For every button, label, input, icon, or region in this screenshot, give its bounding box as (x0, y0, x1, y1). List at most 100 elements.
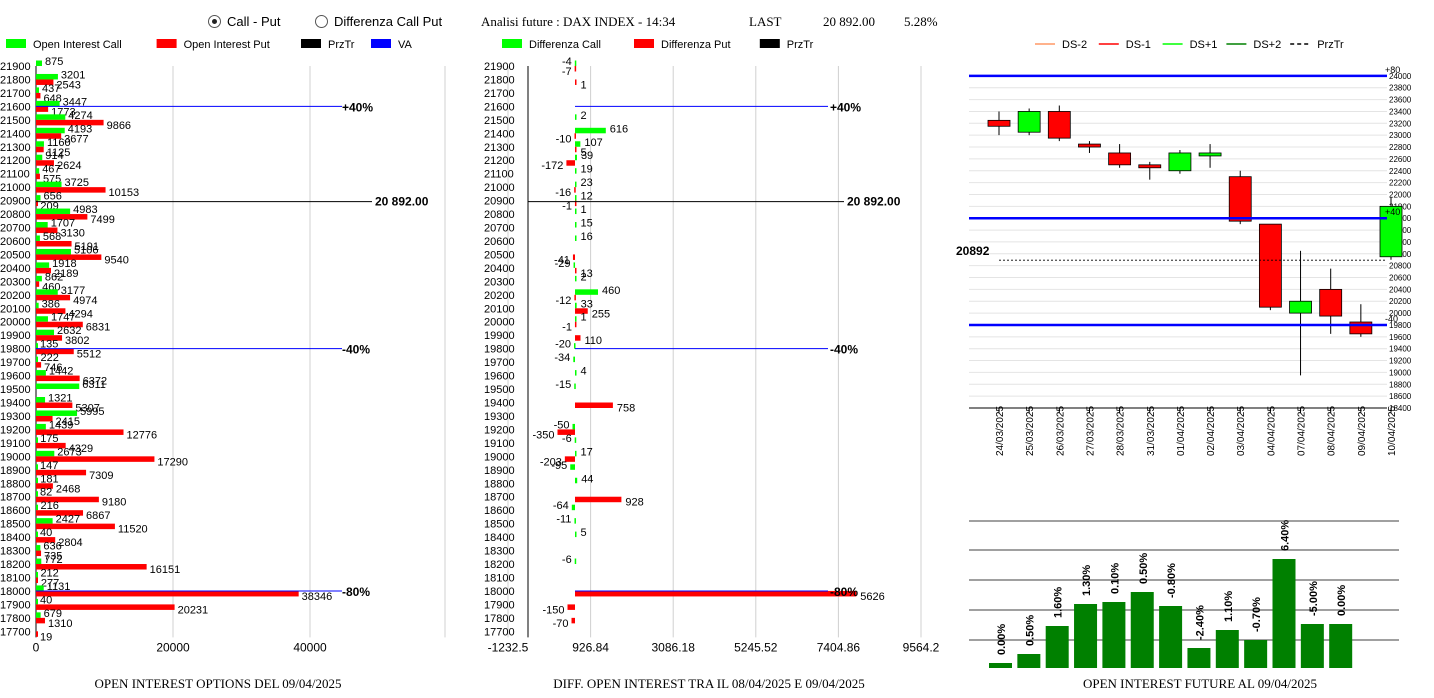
diff-call-label: -95 (551, 460, 567, 472)
candle-body (1319, 288, 1343, 317)
y-tick-label: 20300 (0, 276, 31, 288)
y-tick-label: 20000 (484, 317, 515, 329)
diff-call-bar (575, 302, 577, 309)
diff-put-bar (571, 617, 575, 624)
diff-call-bar (574, 383, 576, 390)
call-value-label: 175 (40, 433, 58, 445)
put-value-label: 2189 (54, 268, 78, 280)
call-bar (36, 397, 46, 403)
call-value-label: 5106 (74, 244, 98, 256)
diff-put-label: -16 (555, 187, 571, 199)
call-value-label: 1321 (48, 393, 72, 405)
diff-put-label: 758 (617, 403, 635, 415)
put-value-label: 6831 (86, 322, 110, 334)
put-value-label: 7309 (89, 470, 113, 482)
y-tick-label: 23000 (1389, 131, 1412, 140)
radio-call-put[interactable]: Call - Put (208, 14, 280, 29)
put-bar (36, 187, 106, 193)
call-bar (36, 73, 58, 80)
put-bar (36, 631, 38, 637)
put-bar (36, 321, 83, 328)
diff-call-bar (574, 343, 576, 349)
x-tick-label: 3086.18 (652, 640, 696, 654)
diff-call-bar (575, 195, 577, 201)
call-value-label: 2632 (57, 325, 81, 337)
diff-call-bar (575, 531, 577, 538)
call-bar (36, 168, 40, 174)
y-tick-label: 21100 (0, 169, 30, 181)
radio-differenza-label: Differenza Call Put (334, 14, 443, 29)
call-value-label: 3725 (65, 177, 89, 189)
x-tick-label: 07/04/2025 (1297, 406, 1308, 456)
y-tick-label: 20200 (0, 290, 31, 302)
y-tick-label: 23600 (1389, 96, 1412, 105)
y-tick-label: 19200 (0, 424, 31, 436)
put-value-label: 5307 (75, 403, 99, 415)
radio-differenza[interactable]: Differenza Call Put (315, 14, 442, 29)
call-value-label: 222 (41, 352, 59, 364)
put-bar (36, 308, 66, 314)
call-value-label: 2673 (57, 446, 81, 458)
diff-call-label: 5 (581, 527, 587, 539)
call-bar (36, 571, 38, 578)
call-bar (36, 464, 38, 470)
diff-call-label: 1 (581, 312, 587, 324)
diff-put-bar (557, 429, 575, 435)
legend-swatch (156, 39, 177, 48)
radio-selected-icon[interactable] (208, 15, 221, 28)
diff-call-label: -15 (555, 379, 571, 391)
va-label: +40% (830, 100, 861, 114)
call-value-label: 679 (44, 608, 62, 620)
diff-open-interest-chart: Differenza Call Differenza Put PrzTr -1232.… (484, 39, 940, 654)
put-bar (36, 590, 299, 597)
y-tick-label: 20100 (0, 303, 31, 315)
diff-call-bar (575, 370, 577, 376)
call-bar (36, 222, 48, 228)
put-bar (36, 510, 84, 516)
put-value-label: 10153 (109, 187, 140, 199)
put-value-label: 38346 (302, 591, 333, 603)
diff-put-label: 928 (625, 497, 643, 509)
y-tick-label: 19600 (0, 371, 31, 383)
legend-label: DS+1 (1190, 39, 1218, 51)
call-bar (36, 127, 65, 134)
x-tick-label: 7404.86 (817, 640, 861, 654)
call-bar (36, 329, 55, 336)
put-bar (36, 267, 51, 274)
y-tick-label: 18300 (0, 546, 31, 558)
future-bar (1074, 604, 1098, 668)
x-tick-label: 40000 (293, 640, 327, 654)
put-bar (36, 442, 66, 449)
diff-call-label: 1 (581, 204, 587, 216)
put-value-label: 9540 (104, 254, 128, 266)
call-bar (36, 558, 42, 565)
put-bar (36, 133, 62, 139)
legend-label: DS+2 (1253, 39, 1281, 51)
diff-call-label: 15 (581, 218, 593, 230)
diff-put-bar (575, 146, 577, 153)
call-value-label: 40 (40, 594, 52, 606)
diff-put-bar (575, 402, 613, 408)
legend-label: Open Interest Put (184, 39, 270, 51)
put-bar (36, 496, 99, 503)
put-bar (36, 564, 147, 570)
future-value-label: -0.70% (1251, 597, 1263, 632)
diff-call-bar (575, 235, 577, 241)
y-tick-label: 19000 (1389, 368, 1412, 377)
diff-call-label: -6 (562, 554, 572, 566)
radio-call-put-label: Call - Put (227, 14, 281, 29)
diff-put-label: 5626 (860, 591, 884, 603)
future-value-label: 1.30% (1081, 565, 1093, 596)
call-bar (36, 316, 48, 322)
va-label: -80% (830, 585, 858, 599)
radio-unselected-icon[interactable] (315, 15, 328, 28)
y-tick-label: 19800 (1389, 321, 1412, 330)
diff-call-bar (574, 518, 576, 524)
call-bar (36, 518, 53, 524)
diff-call-bar (575, 275, 577, 282)
legend-swatch (634, 39, 654, 48)
candle-body (1078, 143, 1101, 148)
put-value-label: 6867 (86, 510, 110, 522)
diff-call-label: -29 (555, 258, 571, 270)
put-bar (36, 335, 63, 341)
